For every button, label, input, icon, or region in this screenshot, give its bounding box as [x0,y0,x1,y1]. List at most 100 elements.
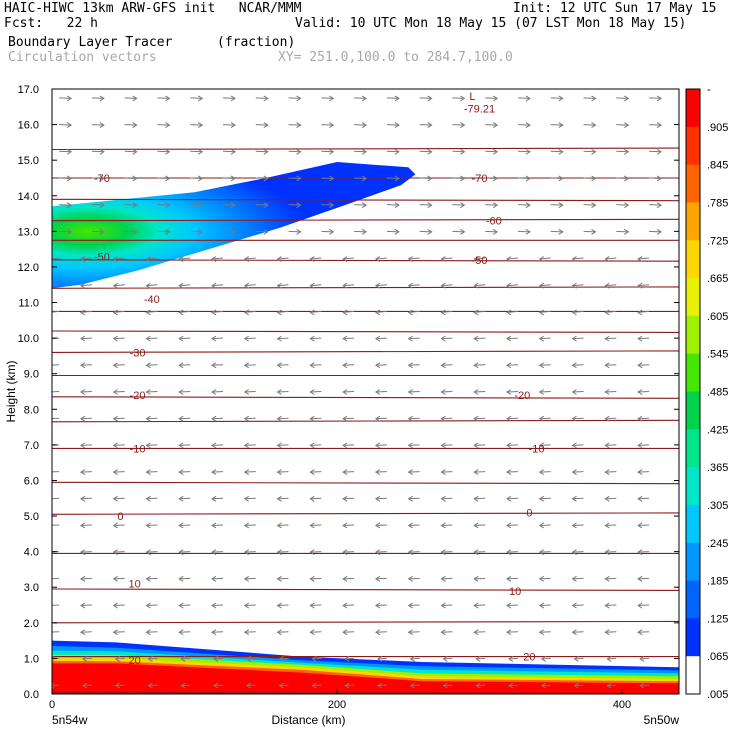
vector-shaft [474,310,486,313]
vector-shaft [244,257,256,260]
vector-head [66,122,73,129]
vector-arrow [639,682,650,689]
vector-head [230,122,236,129]
vector-shaft [640,657,650,660]
vector-arrow [211,575,224,582]
vector-head [374,629,381,636]
vector-arrow [178,575,191,582]
vector-head [342,309,348,316]
vector-arrow [288,228,302,235]
vector-shaft [375,284,387,287]
vector-arrow [485,202,499,209]
vector-head [79,256,86,262]
contour-label: -10 [130,443,146,455]
vector-arrow [112,522,125,529]
vector-arrow [571,602,584,609]
vector-head [538,389,545,395]
vector-arrow [571,389,584,395]
vector-shaft [539,364,551,366]
vector-shaft [277,284,289,287]
vector-head [624,122,630,129]
vector-arrow [506,389,518,395]
vector-head [243,389,250,395]
vector-shaft [80,604,92,607]
vector-shaft [80,577,92,580]
vector-arrow [344,682,355,689]
vector-head [440,389,446,395]
vector-arrow [485,148,499,155]
vector-arrow [550,228,564,235]
vector-arrow [311,682,322,689]
vector-head [309,415,315,422]
colorbar-frame [685,88,701,695]
vector-shaft [113,631,125,633]
vector-arrow [604,415,617,422]
vector-shaft [638,391,650,393]
vector-head [243,335,250,342]
vector-shaft [244,310,256,313]
vector-shaft [213,657,224,660]
vector-arrow [222,95,236,102]
vector-shaft [583,204,596,206]
colorbar-label: .125 [707,613,728,625]
vector-head [342,335,348,342]
vector-arrow [79,495,92,502]
vector-arrow [506,629,518,636]
vector-arrow [606,682,617,689]
vector-arrow [354,122,368,129]
vector-head [342,575,348,582]
vector-arrow [374,256,387,262]
vector-arrow [538,282,551,289]
vector-shaft [211,524,224,526]
vector-shaft [474,497,486,500]
vector-head [296,228,302,235]
vector-head [211,602,217,609]
vector-arrow [147,655,158,662]
vector-head [506,469,512,475]
vector-head [211,362,217,369]
vector-head [114,655,120,662]
vector-arrow [538,602,551,609]
vector-arrow [473,629,486,636]
vector-head [342,522,348,529]
vector-head [637,602,643,609]
contour-label: -50 [472,255,488,267]
vector-head [508,682,514,689]
vector-shaft [343,524,355,526]
vector-head [538,522,545,529]
vector-head [473,575,479,582]
x-endpoint-left: 5n54w [52,713,88,727]
vector-arrow [508,655,519,662]
vector-head [571,495,577,502]
vector-arrow [342,415,355,422]
vector-shaft [321,204,334,206]
vector-shaft [113,310,125,313]
vector-shaft [343,577,355,580]
field-units: (fraction) [217,35,296,50]
colorbar-swatch [686,353,700,393]
vector-shaft [244,444,256,446]
vector-arrow [276,389,289,395]
vector-head [344,655,350,662]
vector-arrow [178,495,191,502]
colorbar-label: .185 [707,576,728,588]
vector-arrow [190,148,204,155]
vector-arrow [255,148,269,155]
vector-arrow [52,629,60,635]
vector-arrow [243,415,256,422]
vector-head [506,256,512,262]
vector-head [230,175,236,182]
colorbar-swatch [686,467,700,506]
vector-head [460,95,466,102]
vector-head [571,629,577,636]
vector-arrow [540,655,551,662]
vector-shaft [605,444,617,446]
vector-head [506,282,512,289]
vector-head [276,282,282,289]
vector-shaft [59,177,72,179]
vector-head [243,495,250,502]
vector-arrow [440,256,453,262]
vector-arrow [180,682,191,689]
vector-shaft [288,150,301,153]
vector-arrow [571,442,584,449]
